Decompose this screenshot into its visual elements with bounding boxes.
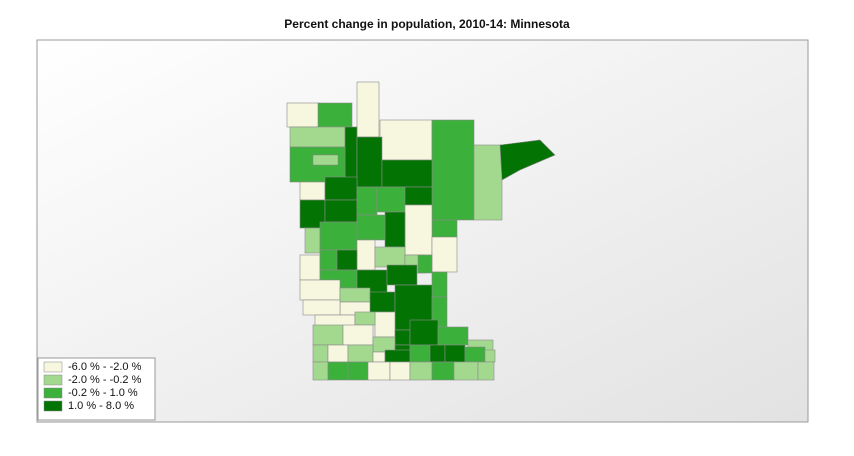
county — [389, 361, 411, 381]
county — [384, 211, 406, 248]
county — [404, 204, 433, 256]
county — [354, 311, 376, 326]
county — [299, 254, 321, 281]
legend-swatch — [43, 374, 63, 386]
county — [324, 176, 358, 201]
county — [409, 319, 439, 346]
county — [327, 361, 349, 381]
county — [477, 361, 495, 381]
county — [286, 102, 320, 128]
county — [299, 181, 326, 201]
county — [372, 351, 386, 363]
county — [394, 329, 411, 346]
county — [499, 139, 556, 181]
legend-label: 1.0 % - 8.0 % — [68, 400, 134, 412]
county — [431, 219, 458, 239]
legend-label: -0.2 % - 1.0 % — [68, 387, 138, 399]
county — [312, 344, 329, 363]
county — [356, 239, 376, 271]
county — [374, 311, 396, 338]
county — [356, 81, 380, 138]
county — [369, 291, 396, 313]
county — [431, 361, 455, 381]
county — [431, 236, 458, 273]
county — [327, 344, 349, 363]
county — [319, 249, 338, 271]
legend: -6.0 % - -2.0 %-2.0 % - -0.2 %-0.2 % - 1… — [43, 361, 142, 412]
legend-swatch — [43, 400, 63, 412]
county — [312, 361, 329, 381]
county — [429, 344, 446, 363]
county — [302, 299, 341, 316]
county — [317, 102, 353, 128]
county — [444, 344, 466, 363]
county — [356, 186, 378, 216]
county — [289, 126, 346, 148]
county — [386, 264, 418, 286]
county — [381, 159, 433, 188]
county — [319, 221, 358, 251]
county — [312, 154, 339, 166]
county — [336, 249, 358, 271]
county — [453, 361, 479, 381]
county — [324, 199, 358, 223]
county — [356, 136, 383, 188]
county — [464, 346, 486, 363]
map-title: Percent change in population, 2010-14: M… — [284, 17, 570, 31]
county — [409, 344, 431, 363]
county — [437, 326, 469, 346]
county — [431, 271, 448, 298]
county — [384, 349, 411, 363]
county — [376, 186, 406, 213]
legend-label: -6.0 % - -2.0 % — [68, 361, 142, 373]
county — [312, 324, 344, 346]
county — [484, 349, 496, 363]
county — [367, 361, 391, 381]
county — [339, 287, 371, 303]
county — [299, 279, 341, 301]
county — [404, 186, 433, 206]
county — [431, 119, 475, 221]
county — [347, 361, 369, 381]
legend-swatch — [43, 387, 63, 399]
county — [379, 119, 433, 161]
county — [342, 324, 374, 346]
county — [374, 246, 406, 268]
state-map — [286, 81, 556, 381]
legend-label: -2.0 % - -0.2 % — [68, 374, 142, 386]
legend-swatch — [43, 361, 63, 373]
county — [304, 227, 321, 254]
county — [409, 361, 433, 381]
county — [417, 254, 433, 274]
county — [347, 344, 374, 363]
county — [473, 144, 503, 221]
county — [356, 214, 386, 241]
